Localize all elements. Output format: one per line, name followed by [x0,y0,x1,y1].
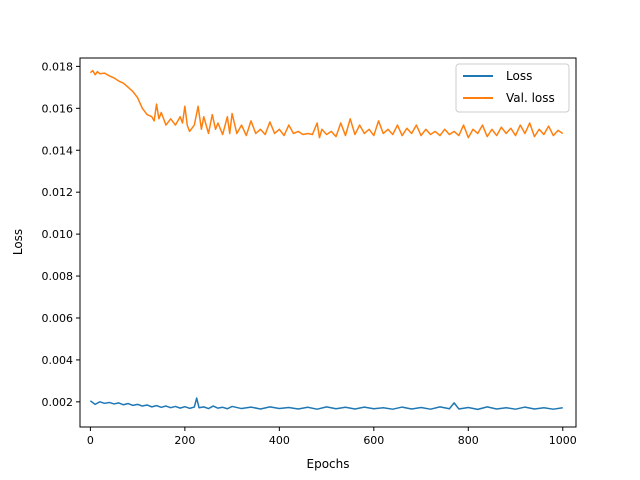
legend: Loss Val. loss [455,63,570,113]
y-axis-label: Loss [11,229,25,255]
legend-label-val-loss: Val. loss [506,91,555,105]
y-tick-label: 0.006 [42,312,74,325]
y-tick-label: 0.004 [42,354,74,367]
series-line-val-loss [89,69,564,139]
y-tick-label: 0.016 [42,102,74,115]
y-tick-label: 0.010 [42,228,74,241]
series-layer [89,69,564,411]
y-tick-label: 0.018 [42,60,74,73]
legend-label-loss: Loss [506,69,532,83]
y-tick-label: 0.002 [42,396,74,409]
x-axis-label: Epochs [307,457,350,471]
x-tick-label: 200 [174,434,195,447]
x-axis-ticks: 0 200 400 600 800 1000 [87,427,577,447]
y-tick-label: 0.008 [42,270,74,283]
plot-frame [79,57,577,428]
x-tick-label: 600 [363,434,384,447]
series-line-loss [89,397,563,411]
x-tick-label: 0 [87,434,94,447]
y-tick-label: 0.012 [42,186,74,199]
x-tick-label: 1000 [549,434,577,447]
x-tick-label: 400 [269,434,290,447]
y-tick-label: 0.014 [42,144,74,157]
x-tick-label: 800 [458,434,479,447]
y-axis-ticks: 0.002 0.004 0.006 0.008 0.010 0.012 0.014 0.016… [42,60,80,409]
